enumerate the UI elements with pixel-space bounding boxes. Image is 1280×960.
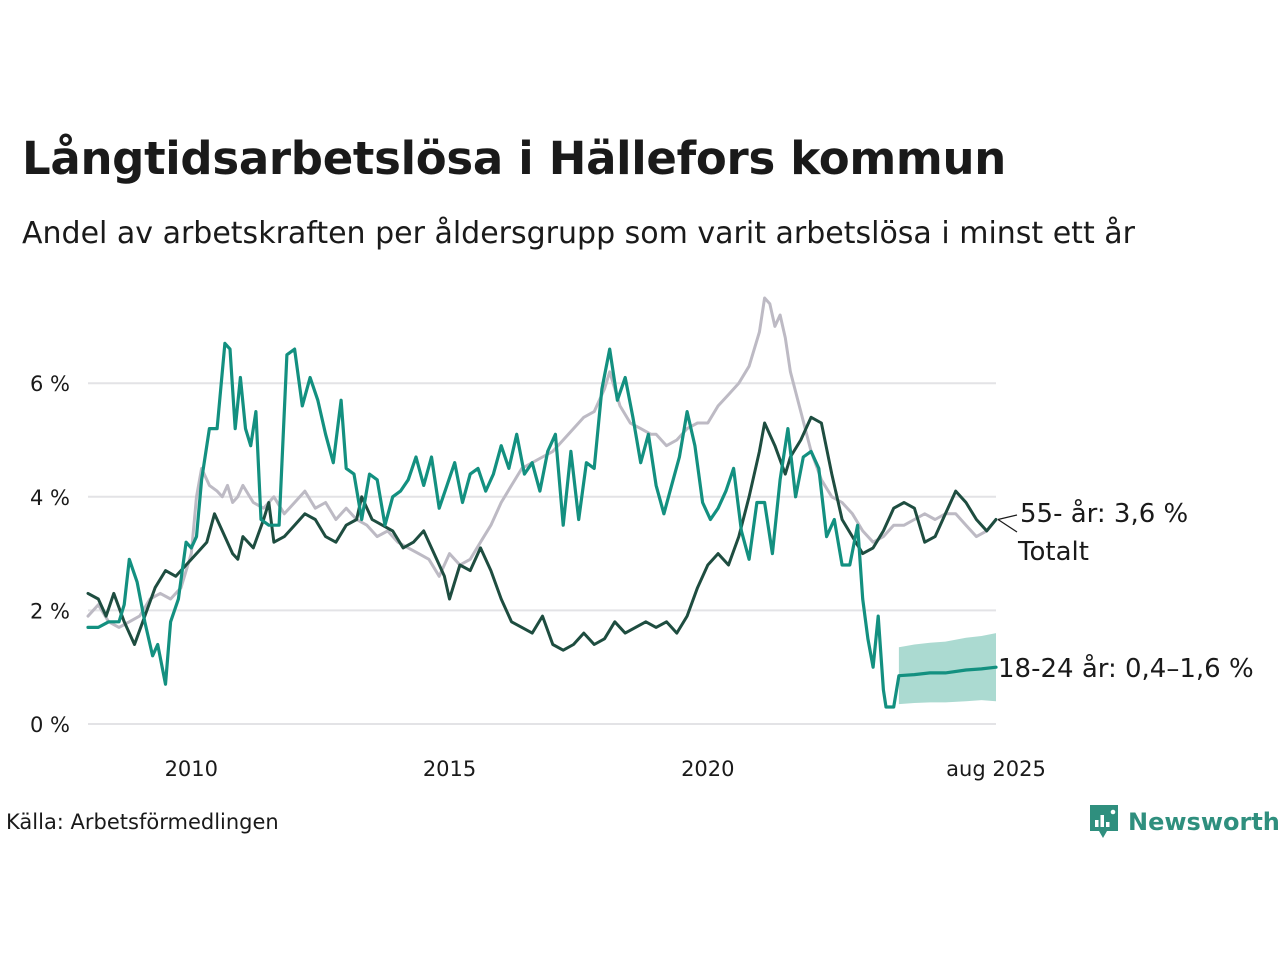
- series-end-label: 55- år: 3,6 %: [1020, 498, 1188, 529]
- x-tick-label: 2015: [423, 757, 476, 781]
- y-tick-label: 2 %: [30, 599, 70, 623]
- uncertainty-band-18-24-r: [898, 633, 996, 705]
- y-axis: 0 % 2 % 4 % 6 %: [30, 372, 70, 737]
- brand-logo: Newsworthy: [1088, 803, 1280, 841]
- chart-subtitle: Andel av arbetskraften per åldersgrupp s…: [22, 216, 1135, 251]
- x-tick-label: 2010: [165, 757, 218, 781]
- label-leader-line: [997, 514, 1018, 521]
- x-tick-label: aug 2025: [946, 757, 1046, 781]
- x-tick-label: 2020: [681, 757, 734, 781]
- newsworthy-logo-icon: [1090, 805, 1118, 838]
- chart-title: Långtidsarbetslösa i Hällefors kommun: [22, 132, 1006, 185]
- series-end-label: Totalt: [1017, 537, 1089, 567]
- series-line-totalt: [86, 415, 998, 652]
- series-lines: [86, 296, 998, 709]
- series-end-labels: 55- år: 3,6 % Totalt 18-24 år: 0,4–1,6 %: [997, 498, 1254, 684]
- brand-name: Newsworthy: [1128, 808, 1280, 836]
- y-tick-label: 6 %: [30, 372, 70, 396]
- uncertainty-bands: [898, 633, 996, 705]
- x-axis: 2010 2015 2020 aug 2025: [165, 757, 1046, 781]
- y-tick-label: 0 %: [30, 713, 70, 737]
- series-end-label: 18-24 år: 0,4–1,6 %: [998, 653, 1254, 684]
- series-line-18-24-r: [86, 341, 998, 709]
- y-tick-label: 4 %: [30, 486, 70, 510]
- label-leader-line: [997, 519, 1018, 533]
- series-line-55-r: [86, 296, 998, 629]
- source-note: Källa: Arbetsförmedlingen: [6, 810, 279, 834]
